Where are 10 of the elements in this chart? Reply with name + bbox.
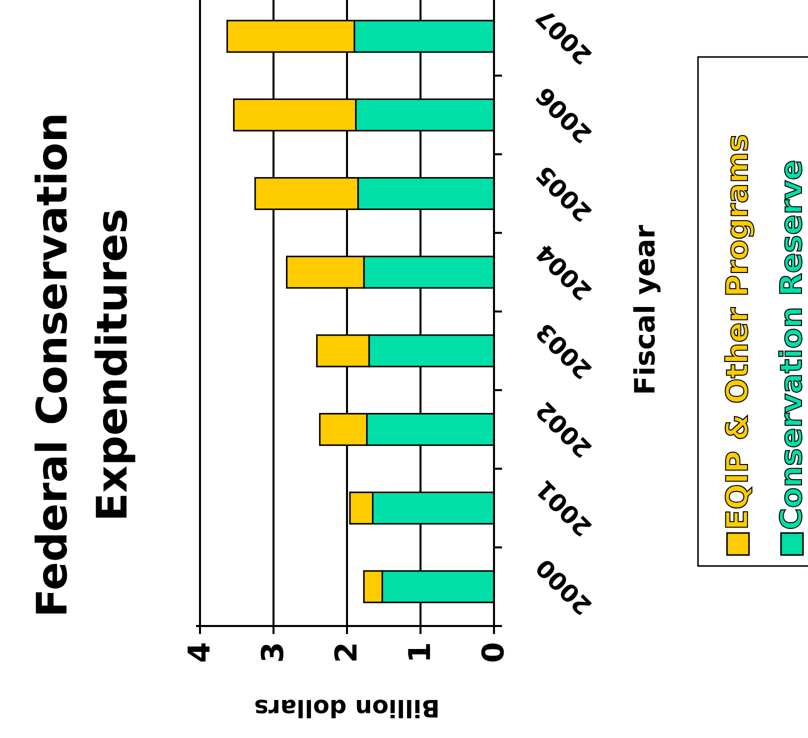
y-axis-title: Fiscal year [628, 224, 662, 396]
text: Conservation Reserve [774, 160, 808, 530]
x-tick-label: 0 [476, 642, 512, 663]
x-axis-title: Billion dollars [254, 694, 440, 722]
text: Federal Conservation Expenditures [28, 112, 136, 618]
x-tick-label: 3 [256, 642, 291, 663]
x-tick-label: 1 [403, 642, 438, 663]
text: EQIP & Other Programs [720, 134, 756, 530]
x-tick-label: 4 [182, 642, 218, 663]
x-tick-label: 2 [330, 642, 364, 663]
